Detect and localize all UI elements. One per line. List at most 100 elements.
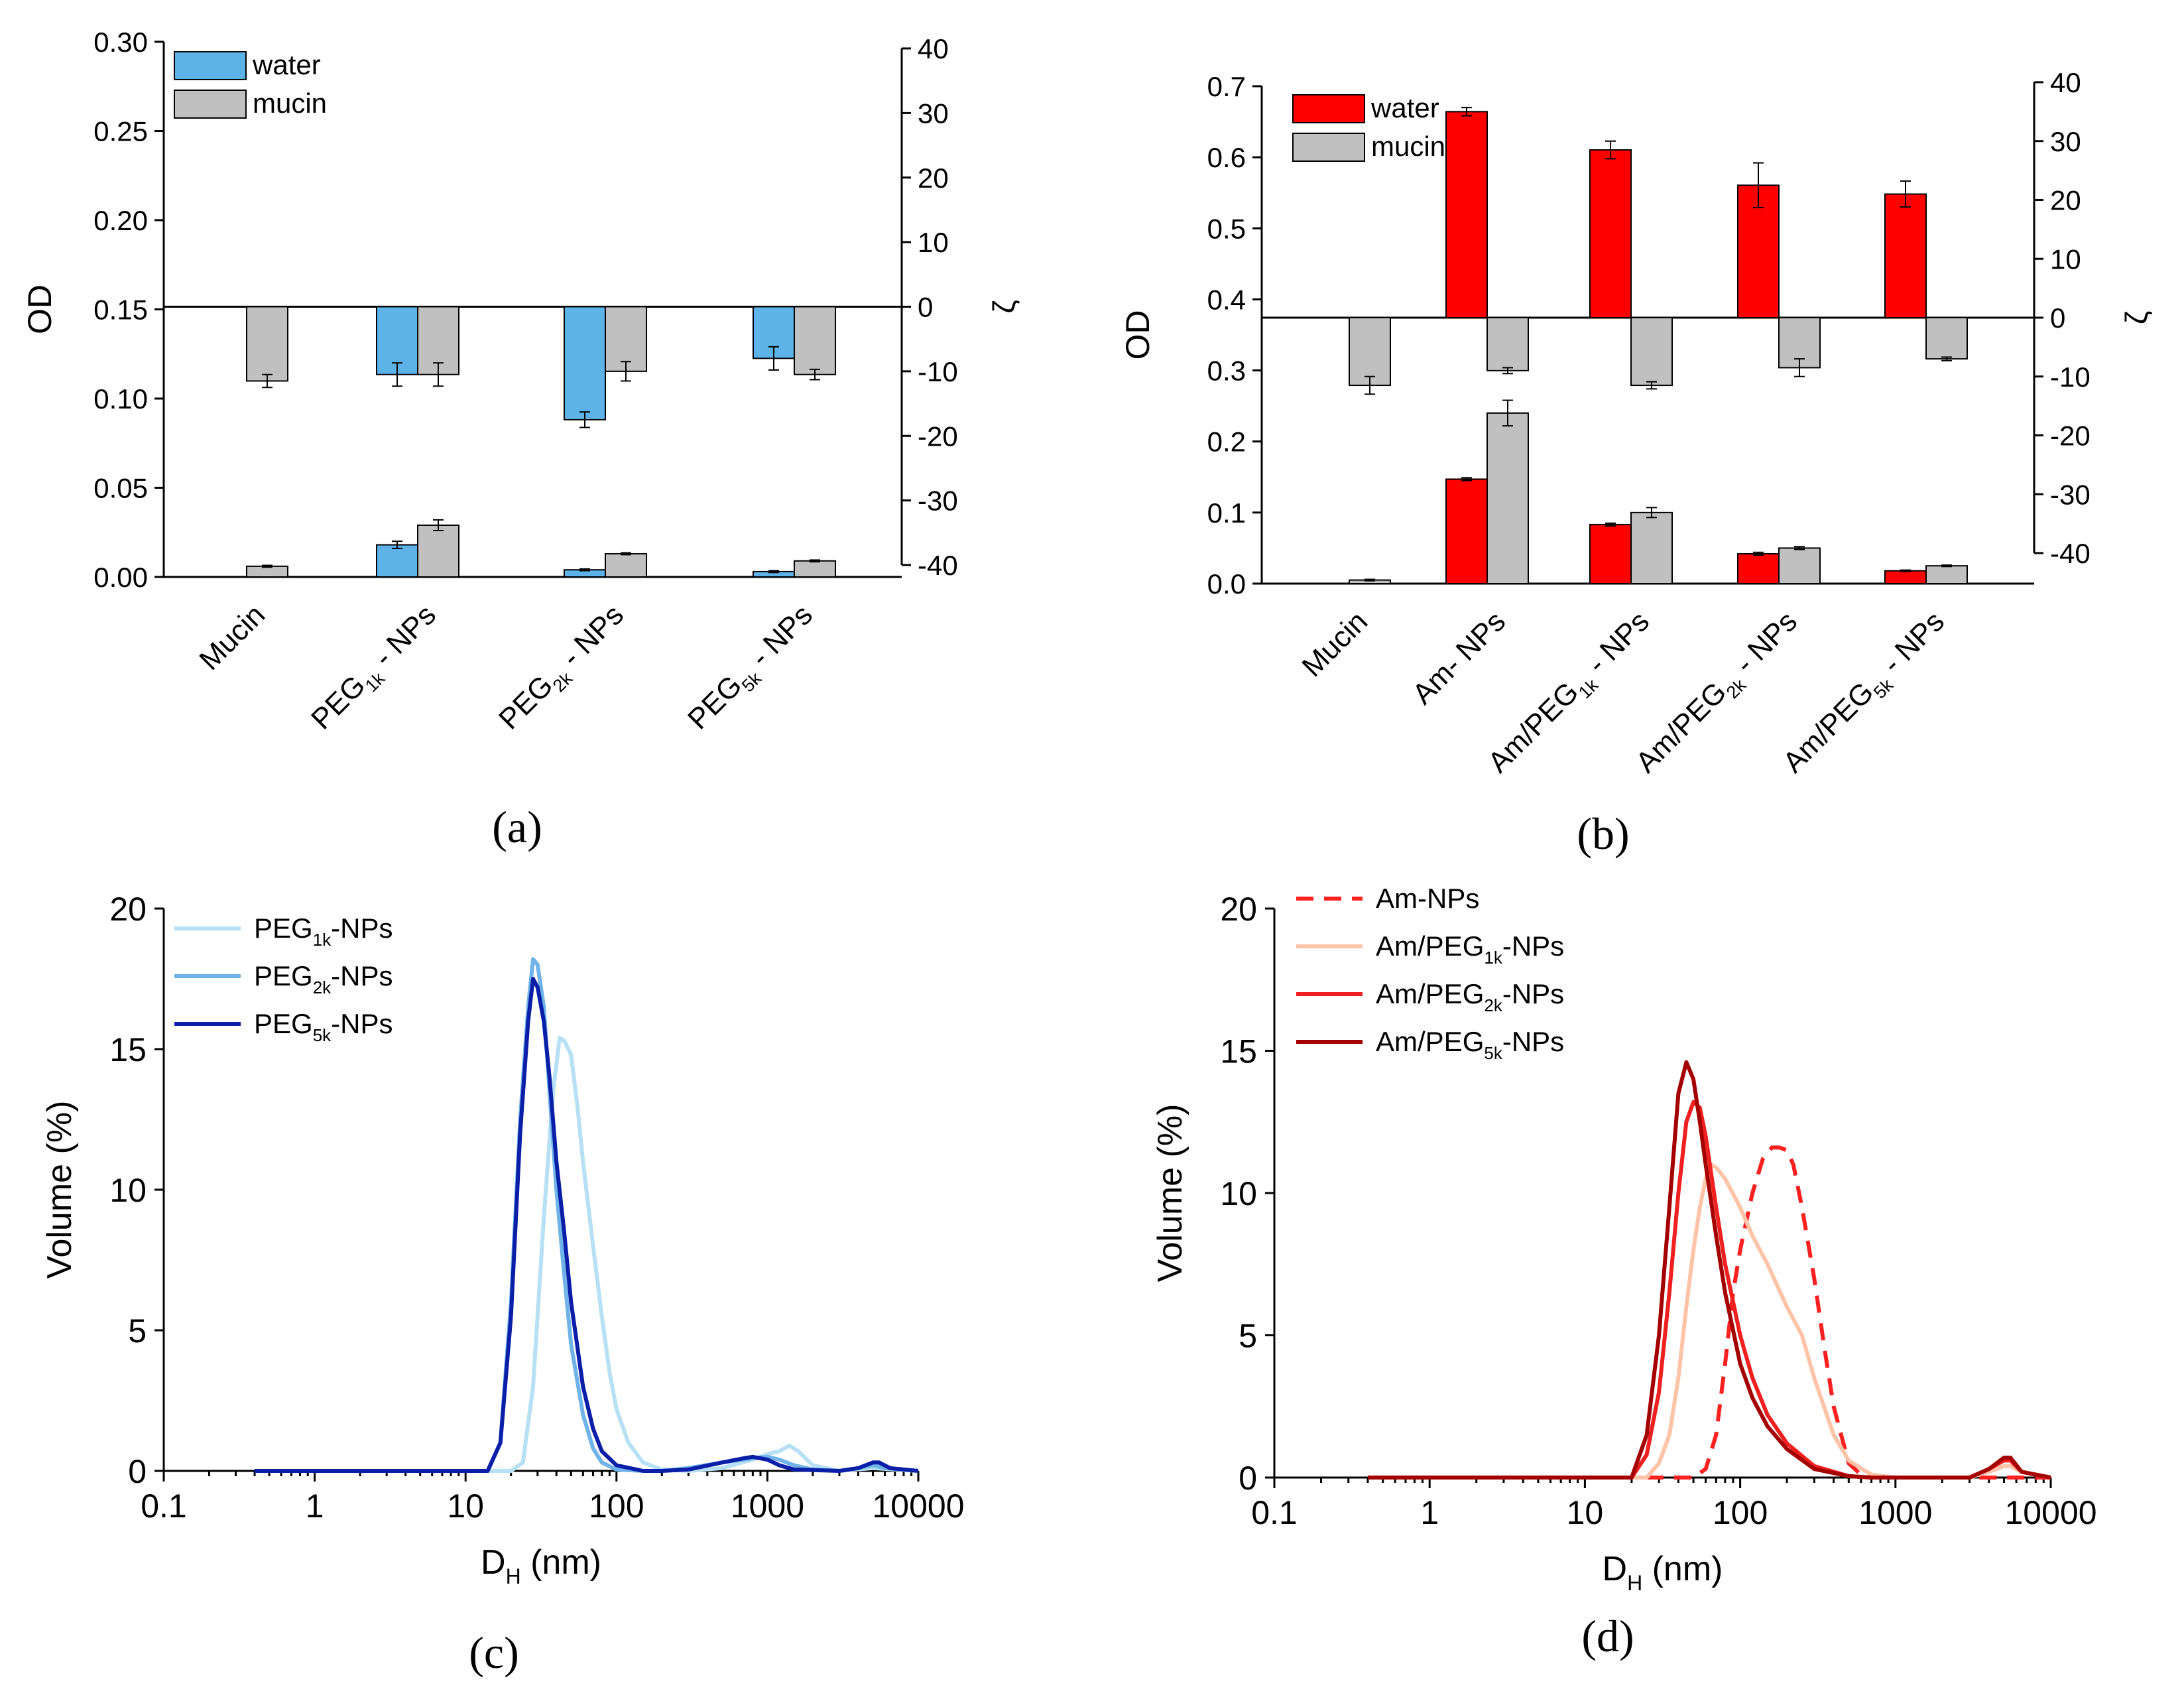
y-axis-label: OD [21,284,58,334]
od-bar-water [1737,553,1780,584]
y-tick-label: 0 [1239,1460,1257,1497]
x-tick-label: 1 [1420,1494,1439,1531]
y-tick-label: 0.6 [1207,142,1246,173]
series-line-2 [255,977,919,1473]
legend-label: Am/PEG5k-NPs [1376,1026,1564,1063]
series-line-0 [1368,1145,2051,1480]
legend-swatch-mucin [174,90,247,119]
zeta-bar-water [1884,193,1927,318]
y2-tick-label: 20 [918,162,949,194]
od-bar-water [1589,524,1632,584]
y2-tick-label: -10 [918,356,958,387]
od-bar-mucin [417,524,459,578]
legend-swatch-mucin [1292,133,1365,162]
y2-axis-label: ζ [987,300,1021,313]
category-label: PEG1k - NPs [305,598,446,739]
x-tick-label: 10000 [872,1487,964,1525]
y-tick-label: 15 [109,1031,147,1068]
od-bar-mucin [605,553,647,578]
y-tick-label: 0.4 [1207,284,1246,315]
category-label: Mucin [1296,605,1374,683]
legend-label: Am/PEG1k-NPs [1376,930,1564,968]
x-tick-label: 1 [306,1487,324,1525]
y-tick-label: 0.10 [93,383,148,414]
y-tick-label: 0.30 [93,27,148,58]
y-tick-label: 0.1 [1207,497,1246,529]
y2-tick-label: 0 [2050,302,2065,334]
bar-chart-b: 0.0 0.1 0.2 0.3 0.4 0.5 0.6 0.7 -40 -30 -20 -10 0 10 2… [1119,67,2154,783]
legend-swatch-water [174,51,247,80]
y-tick-label: 0.05 [93,473,148,504]
series-line-1 [1368,1163,2051,1480]
zeta-bar-mucin [794,306,836,375]
x-axis-label: DH (nm) [481,1543,601,1588]
y-tick-label: 0.5 [1207,213,1246,244]
y-tick-label: 10 [109,1172,147,1209]
zeta-bar-mucin [1486,317,1529,371]
category-label: Mucin [193,598,271,676]
panel-label-c: (c) [469,1627,518,1678]
x-tick-label: 1000 [1858,1494,1932,1531]
y-tick-label: 5 [128,1312,147,1350]
category-label: PEG2k - NPs [493,598,634,739]
od-bar-mucin [1925,565,1968,585]
y2-axis-label: ζ [2119,311,2154,324]
zeta-bar-water [1589,149,1632,318]
y-tick-label: 20 [1220,891,1257,928]
y2-tick-label: 20 [2050,185,2081,216]
y2-tick-label: 10 [2050,243,2081,275]
zeta-bar-mucin [246,306,288,382]
x-tick-label: 0.1 [1251,1494,1298,1531]
od-bar-mucin [246,565,288,578]
y-axis-label: OD [1119,310,1156,360]
y2-tick-label: -30 [2050,479,2091,510]
od-bar-mucin [1486,412,1529,584]
od-bar-water [1884,570,1927,585]
od-bar-mucin [1630,511,1673,584]
legend-label: Am-NPs [1376,883,1479,914]
od-bar-water [376,544,418,578]
panel-label-a: (a) [492,802,542,852]
category-label: PEG5k - NPs [682,598,823,739]
y-tick-label: 0.7 [1207,71,1246,102]
y-tick-label: 0.20 [93,205,148,236]
y2-tick-label: 10 [918,227,949,258]
zeta-bar-mucin [1349,317,1391,387]
y-tick-label: 0.3 [1207,355,1246,387]
od-bar-water [1445,478,1488,584]
y2-tick-label: -40 [918,550,958,581]
legend-label: mucin [1371,131,1445,162]
zeta-bar-water [1445,111,1488,318]
series-line-2 [1368,1100,2051,1480]
y-tick-label: 0 [128,1453,147,1490]
category-label: Am- NPs [1406,605,1512,710]
y2-tick-label: -20 [2050,420,2091,452]
od-bar-mucin [1778,547,1821,585]
y-axis-label: Volume (%) [1151,1104,1189,1283]
y-tick-label: 0.0 [1207,568,1246,600]
y2-tick-label: -10 [2050,361,2091,393]
line-chart-d: 0 5 10 15 20 0.1 1 10 100 1000 10000 Volume (%) DH (… [1151,883,2097,1595]
y-tick-label: 15 [1220,1033,1257,1070]
zeta-bar-water [564,306,606,420]
y2-tick-label: -20 [918,420,958,452]
y-axis-label: Volume (%) [40,1101,79,1279]
panel-label-b: (b) [1577,808,1629,859]
legend-label: PEG5k-NPs [254,1008,393,1045]
bar-chart-a: 0.00 0.05 0.10 0.15 0.20 0.25 0.30 -40 -30 -20 -10… [21,27,1021,739]
y2-tick-label: -40 [2050,538,2091,569]
y2-tick-label: 40 [2050,67,2081,98]
y-tick-label: 0.00 [93,562,148,593]
legend-label: PEG2k-NPs [254,960,393,997]
legend-swatch-water [1292,94,1365,123]
legend-label: mucin [253,88,327,119]
x-tick-label: 0.1 [141,1487,187,1525]
x-tick-label: 10000 [2004,1494,2096,1531]
y-tick-label: 0.2 [1207,426,1246,458]
y2-tick-label: 30 [918,97,949,129]
y2-tick-label: 0 [918,292,933,323]
x-tick-label: 10 [1567,1494,1604,1531]
series-line-3 [1368,1060,2051,1480]
legend-label: PEG1k-NPs [254,913,393,950]
category-label: Am/PEG5k - NPs [1777,605,1955,783]
